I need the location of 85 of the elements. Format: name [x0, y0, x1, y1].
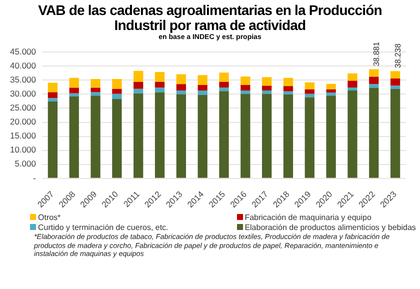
- bar: [326, 96, 336, 178]
- bar: [262, 90, 272, 94]
- bar: [198, 75, 208, 85]
- bar: [326, 92, 336, 96]
- y-tick-label: 10.000: [10, 144, 36, 155]
- bar: [219, 87, 229, 92]
- bar: [390, 78, 400, 86]
- bar: [176, 90, 186, 94]
- bar: [90, 79, 100, 88]
- bar: [134, 70, 144, 82]
- bar: [304, 89, 314, 94]
- bar: [219, 72, 229, 82]
- bar: [240, 84, 250, 91]
- bar: [348, 90, 358, 178]
- bar: [369, 84, 379, 88]
- bar: [390, 71, 400, 78]
- bar: [90, 96, 100, 178]
- bar: [283, 86, 294, 92]
- bar: [283, 94, 294, 178]
- legend-label: Curtido y terminación de cueros, etc.: [37, 222, 170, 232]
- legend-label: Elaboración de productos alimenticios y bebidas: [244, 222, 417, 232]
- y-tick-label: -: [33, 172, 36, 183]
- bar: [176, 84, 186, 91]
- bar: [390, 88, 400, 178]
- bar: [69, 78, 79, 88]
- bar: [134, 88, 144, 94]
- bar: [69, 93, 79, 96]
- bar: [112, 88, 122, 94]
- bar: [112, 79, 122, 89]
- bar: [112, 94, 122, 99]
- bar: [48, 102, 58, 178]
- bar: [154, 82, 165, 88]
- y-tick-label: 45.000: [10, 46, 36, 56]
- bar: [198, 84, 208, 91]
- bar: [348, 80, 358, 88]
- y-tick-label: 40.000: [10, 60, 36, 70]
- y-tick-label: 20.000: [10, 116, 36, 127]
- bar: [262, 94, 272, 178]
- bar: [198, 90, 208, 96]
- bar: [154, 72, 165, 82]
- bar: [283, 78, 294, 86]
- bar: [48, 82, 58, 92]
- bar: [304, 97, 314, 178]
- bar: [219, 82, 229, 88]
- bar: [176, 94, 186, 178]
- bar: [304, 94, 314, 98]
- bar: [154, 88, 165, 92]
- bar: [348, 87, 358, 91]
- bar: [90, 88, 100, 92]
- chart-title: VAB de las cadenas agroalimentarias en la Producción Industril por rama de actividad: [37, 2, 383, 33]
- bar: [69, 96, 79, 178]
- bar: [283, 91, 294, 94]
- bar: [176, 74, 186, 84]
- bar: [369, 76, 379, 84]
- bar: [112, 98, 122, 178]
- bar: [390, 86, 400, 89]
- total-label: 38.238: [393, 43, 402, 68]
- y-tick-label: 30.000: [10, 88, 36, 99]
- bar: [240, 90, 250, 94]
- bar: [240, 94, 250, 178]
- legend-label: Fabricación de maquinaria y equipo: [244, 213, 372, 222]
- y-tick-label: 15.000: [10, 130, 36, 141]
- y-tick-label: 25.000: [10, 102, 36, 113]
- bar: [134, 82, 144, 89]
- y-tick-label: 35.000: [10, 74, 36, 85]
- bar: [90, 92, 100, 96]
- y-tick-label: 5.000: [14, 158, 36, 169]
- bar: [154, 92, 165, 178]
- bar: [219, 91, 229, 178]
- bar: [240, 76, 250, 85]
- bar: [198, 95, 208, 178]
- bar: [48, 92, 58, 98]
- legend-label: Otros*: [37, 213, 62, 222]
- bar: [326, 84, 336, 90]
- total-label: 38.881: [372, 41, 382, 66]
- bar: [369, 69, 379, 77]
- bar: [369, 88, 379, 178]
- bar: [262, 86, 272, 91]
- bar: [48, 98, 58, 102]
- bar: [69, 88, 79, 94]
- bar: [134, 93, 144, 178]
- bar: [326, 89, 336, 93]
- bar: [262, 77, 272, 86]
- bar: [304, 82, 314, 90]
- bar: [348, 73, 358, 81]
